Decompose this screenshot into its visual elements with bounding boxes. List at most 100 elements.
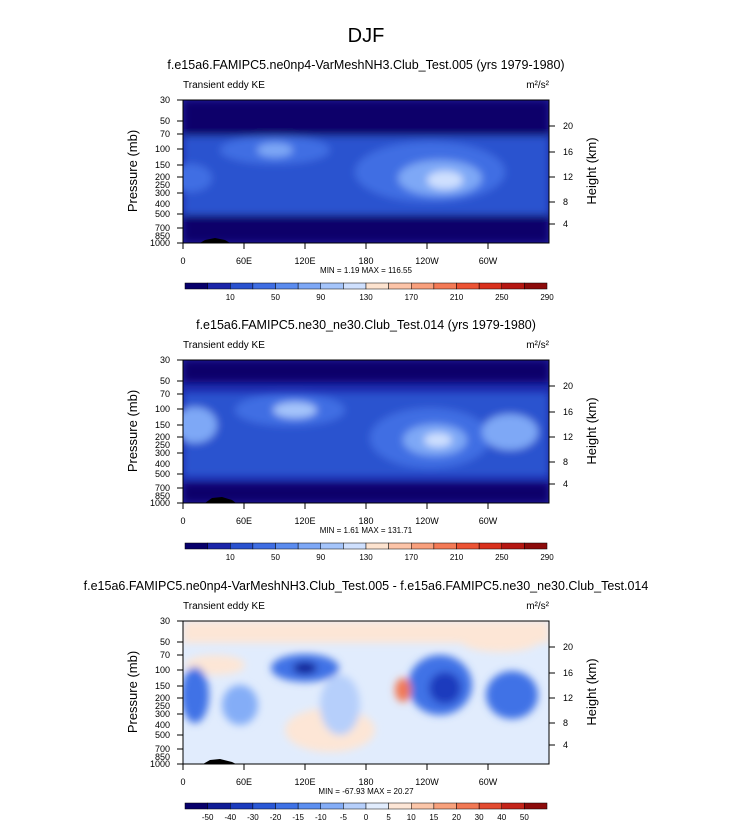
svg-text:4: 4 [563, 479, 568, 489]
svg-text:50: 50 [160, 116, 170, 126]
colorbar-swatch [275, 542, 299, 550]
panel-3-colorbar: -50 -40 -30 -20 -15 -10 -5 0 5 10 15 20 30 40 50 [184, 802, 548, 822]
svg-text:60W: 60W [479, 516, 498, 526]
panel-2-stratosphere [183, 360, 549, 382]
colorbar-label: 40 [497, 813, 506, 822]
panel-1-colorbar: 10 50 90 130 170 210 250 290 [184, 282, 554, 302]
colorbar-swatch [184, 542, 208, 550]
panel-3-yticks-right: 20 16 12 8 4 [563, 642, 573, 750]
colorbar-swatch [230, 282, 254, 290]
colorbar-swatch [207, 282, 231, 290]
svg-text:60E: 60E [236, 777, 252, 787]
colorbar-label: 210 [450, 553, 464, 562]
colorbar-label: -30 [247, 813, 259, 822]
panel-1-yticks-right: 20 16 12 8 4 [563, 121, 573, 229]
svg-text:70: 70 [160, 650, 170, 660]
panel-3-positive-core [395, 678, 411, 702]
colorbar-swatch [388, 282, 412, 290]
svg-text:16: 16 [563, 668, 573, 678]
colorbar-swatch [207, 542, 231, 550]
svg-text:300: 300 [155, 188, 170, 198]
svg-text:200: 200 [155, 432, 170, 442]
svg-text:180: 180 [358, 777, 373, 787]
svg-text:120E: 120E [294, 777, 315, 787]
colorbar-swatch [501, 542, 525, 550]
svg-text:200: 200 [155, 693, 170, 703]
svg-text:12: 12 [563, 693, 573, 703]
svg-text:400: 400 [155, 199, 170, 209]
panel-3-topography [203, 759, 236, 764]
colorbar-swatch [252, 542, 276, 550]
colorbar-swatch [456, 802, 480, 810]
svg-text:50: 50 [160, 376, 170, 386]
colorbar-label: -15 [292, 813, 304, 822]
svg-text:30: 30 [160, 95, 170, 105]
colorbar-label: 90 [316, 293, 325, 302]
panel-1-tick-marks [177, 99, 555, 249]
svg-text:120E: 120E [294, 516, 315, 526]
colorbar-swatch [456, 282, 480, 290]
colorbar-label: 50 [520, 813, 529, 822]
panel-1-jet-edge [183, 164, 212, 192]
svg-text:20: 20 [563, 642, 573, 652]
colorbar-label: 0 [364, 813, 369, 822]
panel-3-ylabel: Pressure (mb) [125, 651, 140, 733]
svg-text:250: 250 [155, 180, 170, 190]
panel-1-ylabel: Pressure (mb) [125, 130, 140, 212]
colorbar-label: 50 [271, 553, 280, 562]
svg-text:1000: 1000 [150, 238, 170, 248]
colorbar-swatch [411, 802, 435, 810]
svg-text:400: 400 [155, 720, 170, 730]
panel-2-yticks-right: 20 16 12 8 4 [563, 381, 573, 489]
colorbar-label: 30 [475, 813, 484, 822]
panel-1-field [183, 100, 549, 243]
svg-text:20: 20 [563, 121, 573, 131]
panel-1-title: f.e15a6.FAMIPC5.ne0np4-VarMeshNH3.Club_T… [167, 58, 564, 72]
colorbar-swatch [343, 802, 367, 810]
panel-3: f.e15a6.FAMIPC5.ne0np4-VarMeshNH3.Club_T… [84, 579, 649, 822]
colorbar-label: 90 [316, 553, 325, 562]
svg-text:300: 300 [155, 709, 170, 719]
colorbar-swatch [433, 542, 457, 550]
colorbar-label: 130 [359, 553, 373, 562]
svg-text:180: 180 [358, 516, 373, 526]
panel-1-surface-layer [183, 215, 549, 243]
svg-text:50: 50 [160, 637, 170, 647]
colorbar-swatch [365, 282, 389, 290]
colorbar-swatch [524, 802, 548, 810]
colorbar-label: 10 [226, 553, 235, 562]
panel-3-negative-jet-min [293, 662, 317, 674]
svg-text:4: 4 [563, 740, 568, 750]
svg-text:16: 16 [563, 147, 573, 157]
colorbar-swatch [252, 802, 276, 810]
colorbar-label: 210 [450, 293, 464, 302]
svg-text:30: 30 [160, 616, 170, 626]
colorbar-swatch [456, 542, 480, 550]
svg-text:500: 500 [155, 469, 170, 479]
colorbar-swatch [501, 802, 525, 810]
colorbar-label: 15 [429, 813, 438, 822]
panel-2-variable: Transient eddy KE [183, 340, 265, 351]
panel-3-variable: Transient eddy KE [183, 601, 265, 612]
colorbar-swatch [411, 542, 435, 550]
svg-text:8: 8 [563, 197, 568, 207]
colorbar-swatch [433, 282, 457, 290]
svg-text:20: 20 [563, 381, 573, 391]
panel-3-tick-marks [177, 620, 555, 770]
svg-text:150: 150 [155, 160, 170, 170]
colorbar-swatch [320, 542, 344, 550]
panel-2-colorbar: 10 50 90 130 170 210 250 290 [184, 542, 554, 562]
colorbar-swatch [411, 282, 435, 290]
colorbar-swatch [524, 542, 548, 550]
svg-text:60E: 60E [236, 516, 252, 526]
svg-text:16: 16 [563, 407, 573, 417]
colorbar-label: -20 [270, 813, 282, 822]
colorbar-swatch [297, 802, 322, 810]
panel-1-yticks-left: 30 50 70 100 150 200 250 300 400 500 700… [150, 95, 170, 248]
panel-3-negative-edge [183, 667, 209, 723]
panel-1: f.e15a6.FAMIPC5.ne0np4-VarMeshNH3.Club_T… [125, 58, 599, 302]
panel-2-title: f.e15a6.FAMIPC5.ne30_ne30.Club_Test.014 … [196, 318, 536, 332]
colorbar-swatch [478, 542, 503, 550]
panel-2-jet-edge [183, 407, 217, 443]
colorbar-swatch [207, 802, 231, 810]
